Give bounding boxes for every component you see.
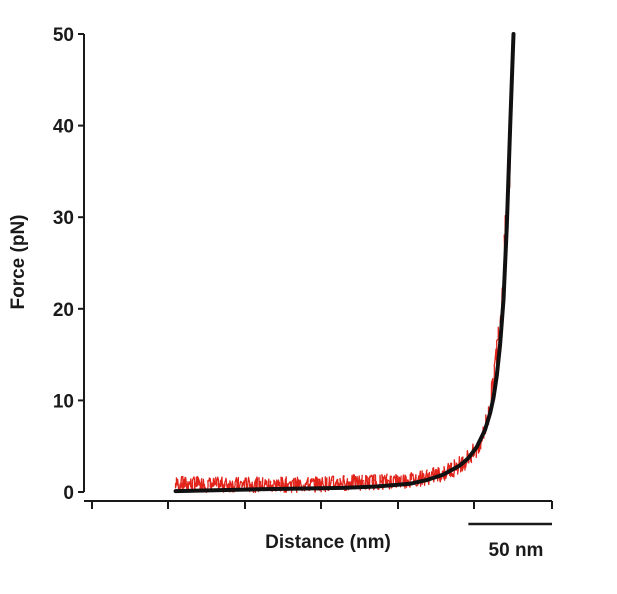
y-tick-label: 10: [53, 391, 74, 412]
y-tick-label: 0: [63, 483, 74, 504]
measured-trace: [174, 135, 512, 494]
axes: 0 10 20 30 40 50: [53, 25, 553, 526]
fit-curve: [173, 32, 516, 494]
x-axis-title: Distance (nm): [265, 532, 391, 553]
y-axis-title: Force (pN): [8, 215, 29, 310]
y-tick-label: 20: [53, 300, 74, 321]
y-tick-label: 30: [53, 208, 74, 229]
y-tick-label: 50: [53, 25, 74, 46]
y-tick-label: 40: [53, 117, 74, 138]
scale-bar-label: 50 nm: [489, 540, 544, 561]
plot-area: [173, 32, 516, 494]
